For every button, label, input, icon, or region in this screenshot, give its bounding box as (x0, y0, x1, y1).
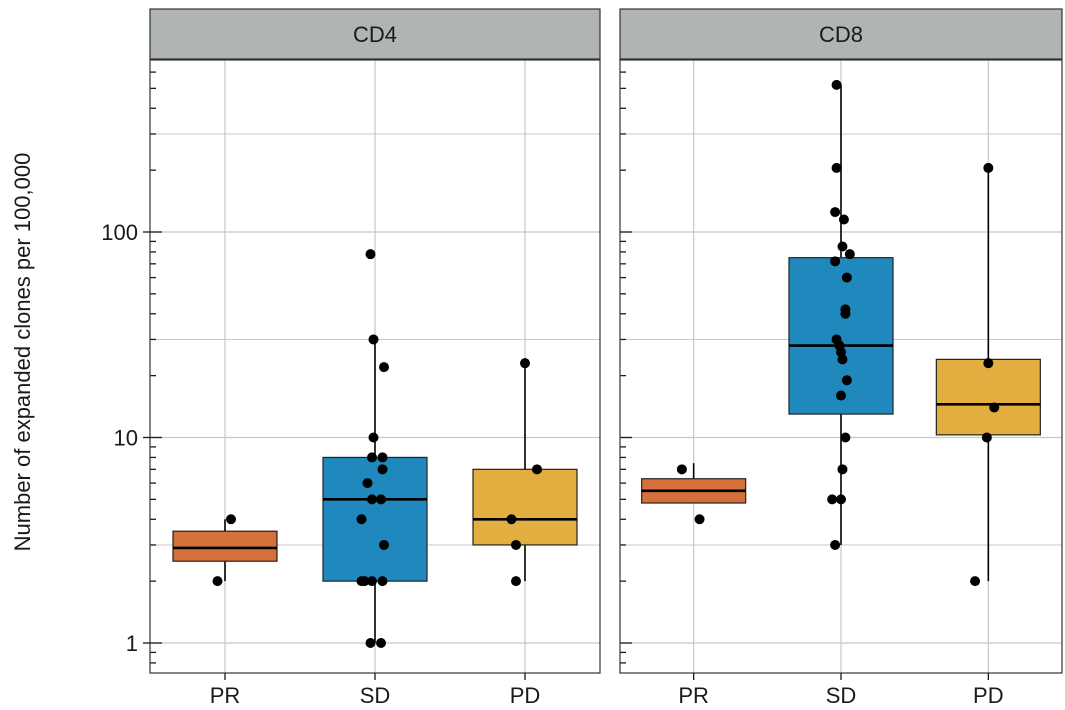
data-point (368, 432, 379, 443)
facet-label: CD8 (819, 22, 863, 47)
box-pd (935, 358, 1041, 436)
data-point (983, 162, 994, 173)
data-point (376, 638, 386, 648)
data-point (837, 241, 848, 252)
x-tick-label: PR (678, 683, 709, 705)
data-point (362, 478, 373, 489)
data-point (379, 362, 389, 373)
y-tick-label: 1 (126, 631, 138, 656)
x-tick-label: SD (360, 683, 391, 705)
x-tick-label: PD (510, 683, 541, 705)
data-point (532, 464, 542, 475)
data-point (838, 214, 849, 225)
facet-strip (149, 8, 601, 60)
data-point (511, 576, 521, 587)
box-pr (172, 530, 278, 562)
data-point (830, 207, 841, 218)
y-axis-title: Number of expanded clones per 100,000 (10, 153, 35, 552)
data-point (368, 334, 379, 345)
data-point (989, 402, 1000, 413)
data-point (226, 514, 236, 525)
y-tick-label: 100 (101, 220, 138, 245)
data-point (837, 354, 848, 365)
data-point (367, 452, 377, 463)
data-point (841, 272, 852, 283)
x-tick-label: SD (826, 683, 857, 705)
x-tick-label: PR (210, 683, 241, 705)
data-point (841, 375, 852, 386)
data-point (844, 249, 855, 260)
data-point (827, 494, 838, 505)
data-point (377, 452, 388, 463)
data-point (359, 576, 370, 587)
data-point (831, 162, 842, 173)
box-sd (322, 456, 428, 582)
data-point (356, 514, 367, 525)
data-point (379, 539, 389, 550)
data-point (367, 494, 377, 505)
data-point (983, 358, 994, 369)
data-point (836, 494, 846, 505)
data-point (365, 638, 376, 648)
box-pd (472, 468, 578, 546)
data-point (694, 514, 705, 525)
data-point (506, 514, 517, 525)
data-point (212, 576, 223, 587)
data-point (676, 464, 687, 475)
x-tick-label: PD (973, 683, 1004, 705)
facet-label: CD4 (353, 22, 397, 47)
data-point (837, 464, 848, 475)
data-point (836, 390, 846, 401)
y-tick-label: 10 (114, 426, 138, 451)
data-point (830, 539, 841, 550)
data-point (830, 256, 841, 267)
box-sd (788, 257, 894, 415)
data-point (981, 432, 992, 443)
data-point (831, 79, 842, 90)
data-point (376, 494, 386, 505)
data-point (377, 464, 388, 475)
facet-strip (619, 8, 1063, 60)
data-point (365, 249, 376, 260)
data-point (840, 432, 851, 443)
data-point (367, 576, 377, 587)
data-point (511, 539, 521, 550)
data-point (520, 358, 530, 369)
data-point (840, 308, 851, 319)
data-point (970, 576, 981, 587)
data-point (377, 576, 388, 587)
